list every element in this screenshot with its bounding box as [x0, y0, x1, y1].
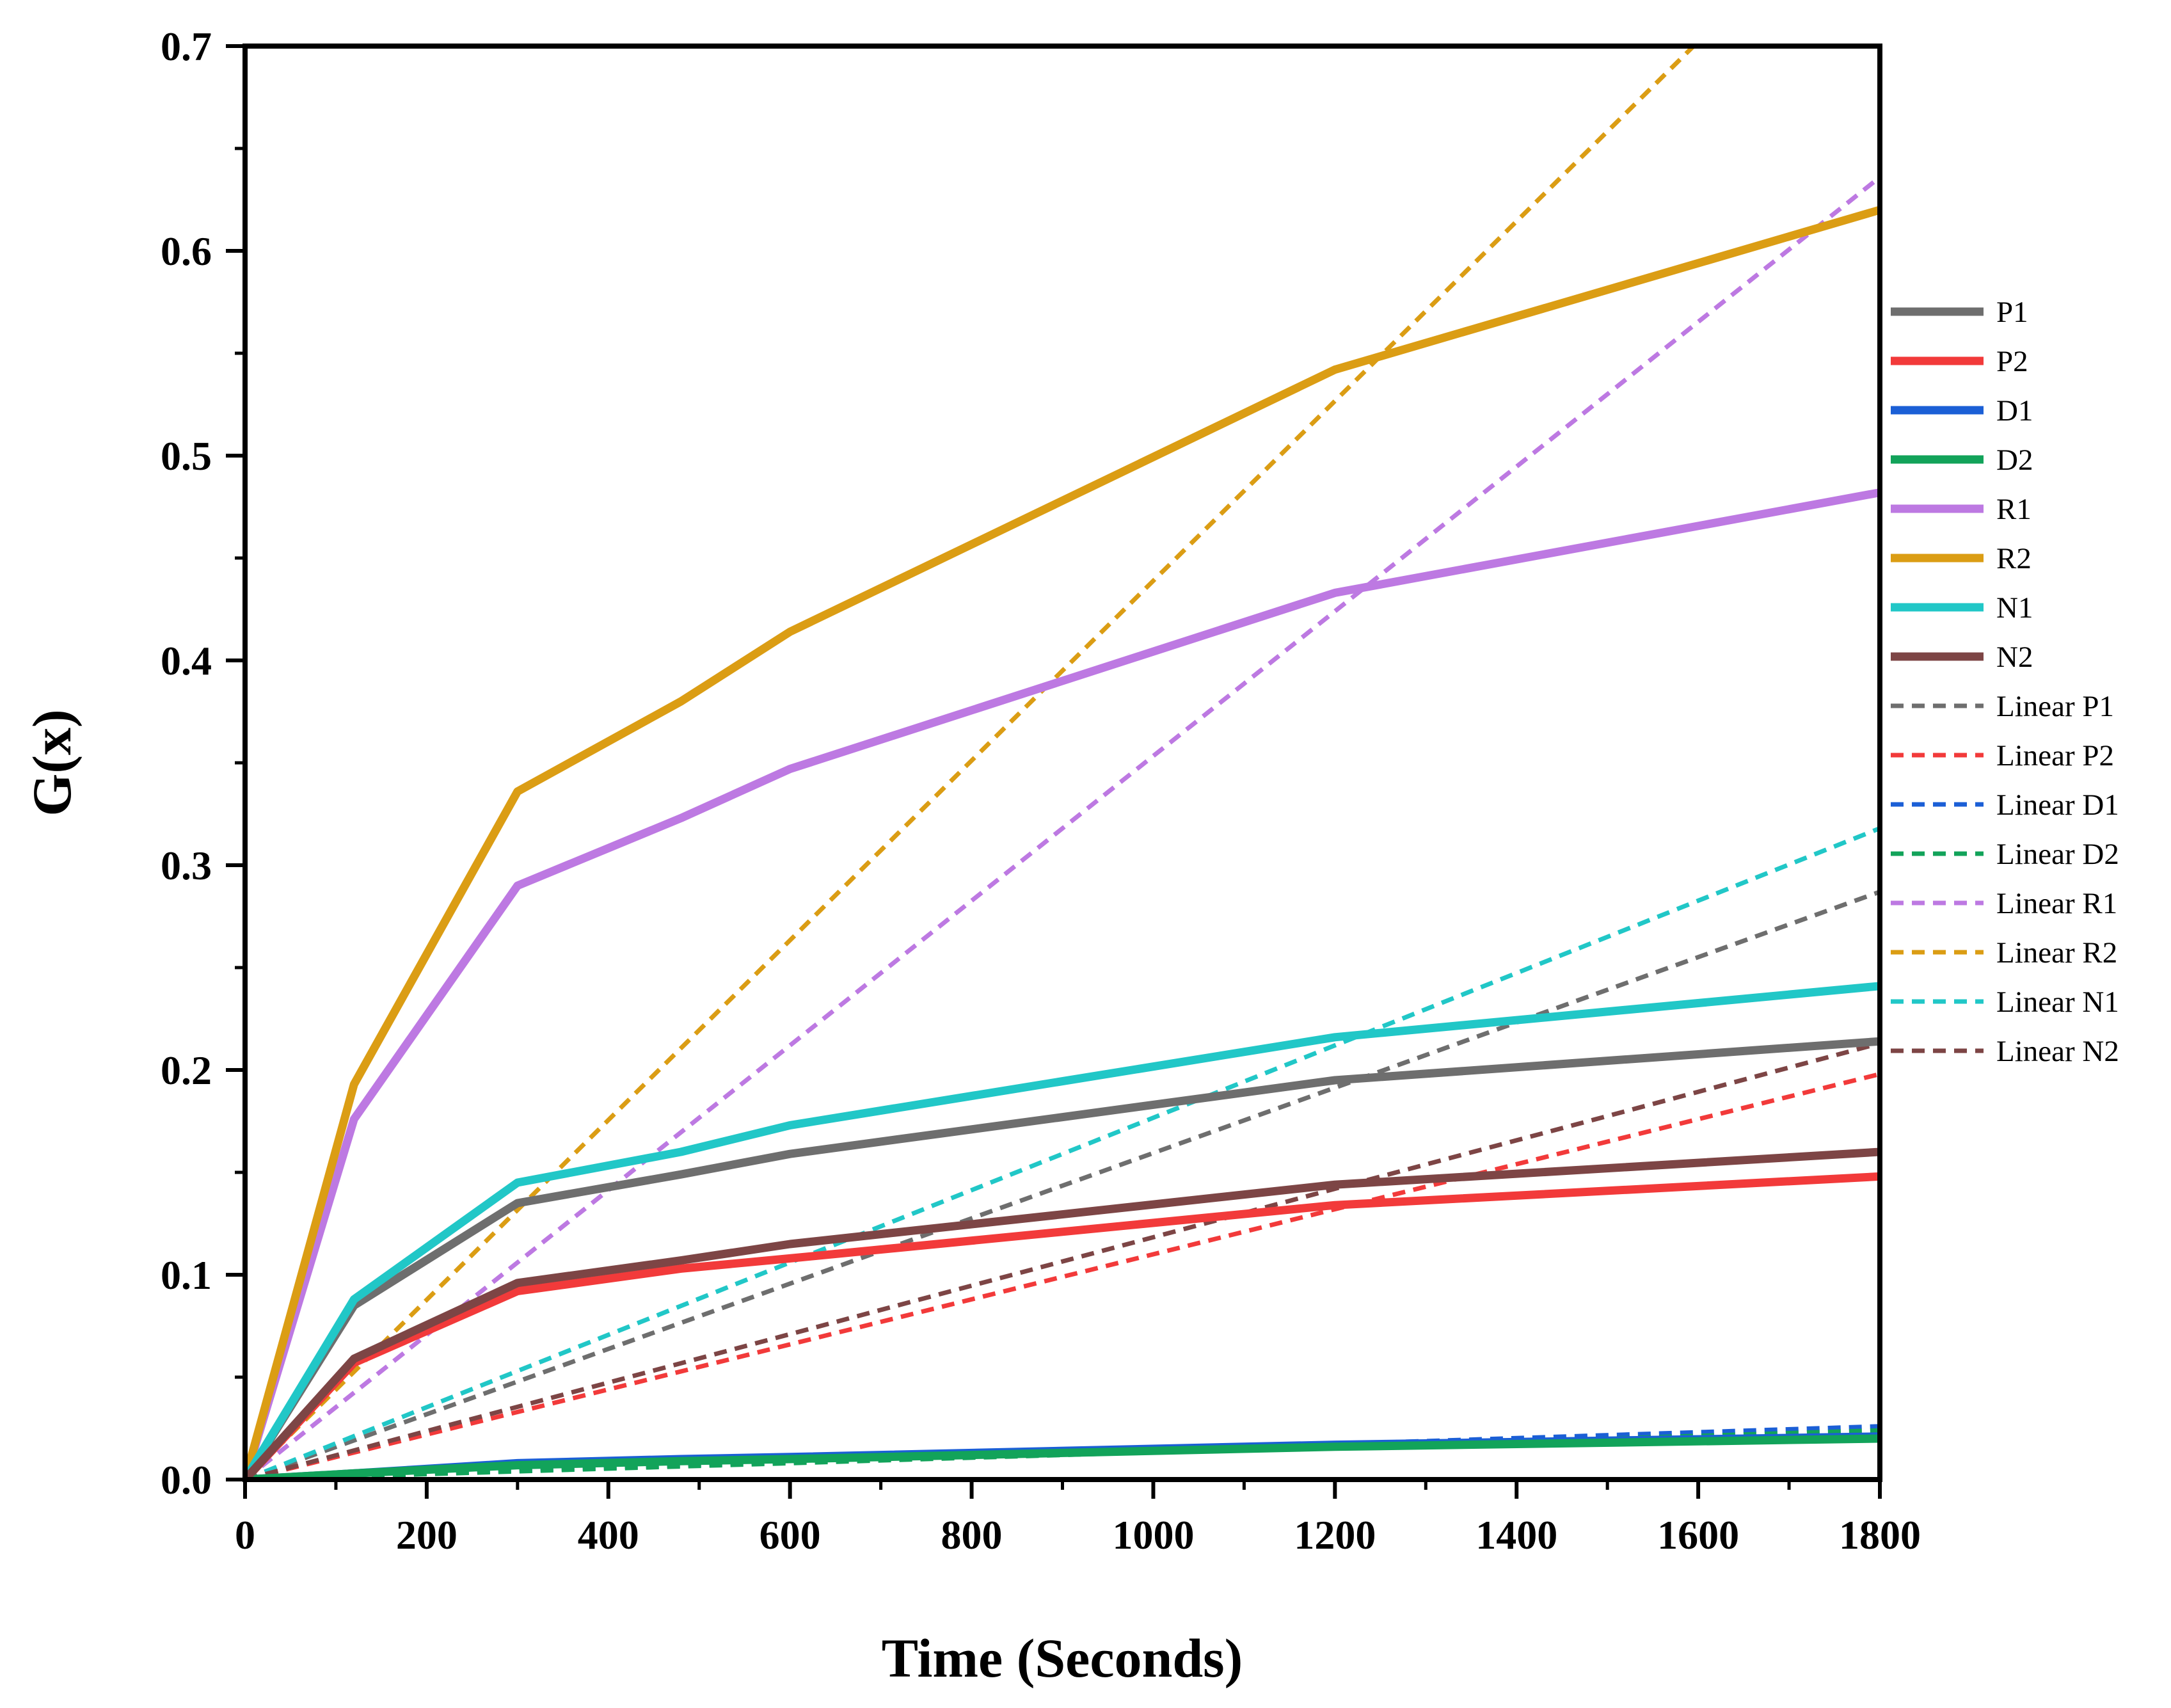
x-tick-label: 200	[396, 1512, 457, 1558]
legend-label-linear-n2: Linear N2	[1996, 1035, 2119, 1068]
legend-label-p1: P1	[1996, 296, 2028, 329]
y-tick-label: 0.7	[161, 24, 212, 69]
legend-label-linear-n1: Linear N1	[1996, 986, 2119, 1019]
series-line-linear-p1	[245, 890, 1880, 1480]
x-tick-label: 1200	[1294, 1512, 1376, 1558]
axis-ticks: 0 200 400 600 800 1000 1200 1400 1600 1800 0.0 0.1 0…	[161, 24, 1921, 1558]
series-line-linear-r1	[245, 175, 1880, 1480]
series-line-linear-d1	[245, 1424, 1880, 1480]
x-tick-label: 800	[941, 1512, 1003, 1558]
series-line-linear-r2	[245, 46, 1697, 1480]
plot-area	[245, 46, 1880, 1480]
series-line-r1	[245, 488, 1880, 1480]
legend-label-n1: N1	[1996, 591, 2033, 625]
series-line-linear-p2	[245, 1072, 1880, 1480]
y-tick-label: 0.3	[161, 843, 212, 888]
legend-label-p2: P2	[1996, 345, 2028, 378]
series-line-d2	[245, 1434, 1880, 1480]
legend-label-d2: D2	[1996, 443, 2033, 477]
legend-label-r2: R2	[1996, 542, 2032, 575]
legend-label-linear-p2: Linear P2	[1996, 739, 2114, 772]
x-tick-label: 1400	[1475, 1512, 1557, 1558]
y-tick-label: 0.6	[161, 228, 212, 274]
y-tick-label: 0.2	[161, 1048, 212, 1093]
x-tick-label: 600	[759, 1512, 821, 1558]
y-tick-label: 0.1	[161, 1252, 212, 1298]
y-tick-label: 0.4	[161, 638, 212, 683]
legend-label-d1: D1	[1996, 394, 2033, 427]
series-line-r2	[245, 205, 1880, 1480]
series-line-n2	[245, 1147, 1880, 1480]
x-tick-label: 1000	[1112, 1512, 1194, 1558]
plot-frame	[243, 44, 1882, 1482]
y-tick-label: 0.0	[161, 1457, 212, 1503]
legend-label-linear-p1: Linear P1	[1996, 690, 2114, 723]
series-line-linear-n2	[245, 1041, 1880, 1480]
legend-label-n2: N2	[1996, 641, 2033, 674]
series-line-n1	[245, 982, 1880, 1480]
x-tick-label: 1800	[1839, 1512, 1921, 1558]
y-tick-label: 0.5	[161, 433, 212, 479]
series-line-linear-n1	[245, 826, 1880, 1480]
x-axis-title: Time (Seconds)	[882, 1627, 1243, 1689]
y-axis-title: G(x)	[21, 709, 83, 816]
legend-label-linear-r2: Linear R2	[1996, 936, 2117, 970]
legend-label-linear-d2: Linear D2	[1996, 838, 2119, 871]
legend: P1 P2 D1 D2 R1 R2 N1 N2 Linear P1 Linear P2 Linear…	[1891, 296, 2119, 1068]
x-tick-label: 0	[235, 1512, 255, 1558]
x-tick-label: 1600	[1657, 1512, 1739, 1558]
legend-label-linear-d1: Linear D1	[1996, 788, 2119, 822]
legend-label-linear-r1: Linear R1	[1996, 887, 2117, 920]
legend-label-r1: R1	[1996, 493, 2032, 526]
x-tick-label: 400	[578, 1512, 639, 1558]
